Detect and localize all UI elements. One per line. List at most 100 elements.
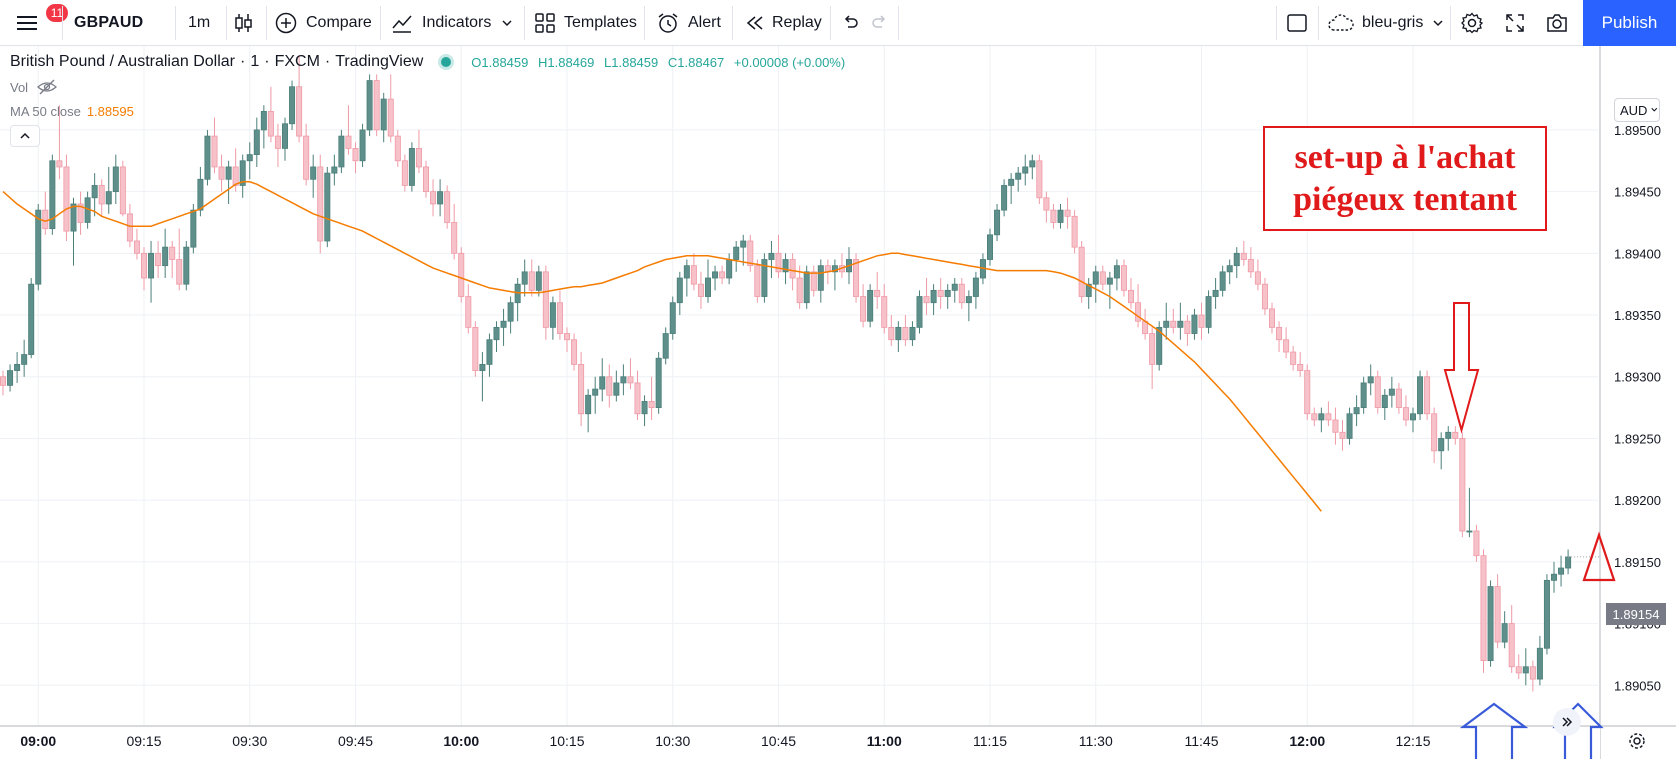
chevron-down-icon: [502, 20, 512, 27]
chart-type-button[interactable]: [232, 0, 262, 46]
candle-body: [1543, 579, 1550, 649]
blue-up-arrow: [1459, 702, 1529, 759]
symbol-legend[interactable]: British Pound / Australian Dollar · 1 · …: [10, 53, 845, 71]
legend-exchange: FXCM: [274, 53, 320, 70]
candle-body: [1029, 160, 1036, 168]
eye-hidden-icon[interactable]: [36, 79, 58, 95]
candle: [444, 185, 451, 229]
candle-body: [352, 148, 359, 162]
candle-body: [669, 302, 676, 334]
market-status-dot: [441, 57, 452, 67]
red-down-arrow: [1443, 302, 1480, 434]
layout-select-button[interactable]: bleu-gris: [1326, 0, 1446, 46]
candle: [1402, 395, 1409, 427]
candle: [169, 240, 176, 279]
candlestick-series: [0, 55, 1572, 692]
candle-body: [451, 222, 458, 254]
legend-open: O1.88459: [471, 54, 529, 70]
candle: [486, 333, 493, 377]
candle-body: [881, 296, 888, 328]
candle-body: [930, 289, 937, 304]
candle: [112, 154, 119, 204]
candle: [620, 364, 627, 396]
settings-button[interactable]: [1460, 0, 1488, 46]
compare-button[interactable]: Compare: [274, 0, 382, 46]
candle-body: [310, 166, 317, 180]
candle-body: [648, 401, 655, 408]
candle: [1360, 376, 1367, 414]
interval-button[interactable]: 1m: [188, 0, 224, 46]
candle: [1036, 154, 1043, 204]
candle-body: [641, 401, 648, 415]
candle-body: [1184, 320, 1191, 334]
candle-body: [1064, 209, 1071, 217]
time-axis-tick-label: 10:15: [549, 733, 584, 749]
chart-area[interactable]: 1.89500 1.89450 1.89400 1.89350 1.89300 1.892…: [0, 46, 1676, 759]
candle: [387, 74, 394, 143]
candle: [359, 123, 366, 167]
volume-legend[interactable]: Vol: [10, 79, 58, 95]
candle-body: [1177, 320, 1184, 328]
replay-button[interactable]: Replay: [744, 0, 832, 46]
candle: [324, 166, 331, 248]
candle: [937, 278, 944, 309]
candle: [549, 296, 556, 340]
candle-body: [1381, 394, 1388, 408]
candle-body: [916, 296, 923, 328]
toolbar-divider: [226, 6, 227, 40]
candle-body: [1240, 252, 1247, 260]
candle-body: [1297, 364, 1304, 371]
toolbar-divider: [266, 6, 267, 40]
chart-axes: 1.89500 1.89450 1.89400 1.89350 1.89300 1.892…: [0, 46, 1676, 759]
alarm-clock-icon: [658, 13, 678, 33]
candle-body: [1431, 413, 1438, 452]
candle-body: [317, 166, 324, 242]
scroll-to-realtime-button[interactable]: [1553, 708, 1581, 736]
templates-button[interactable]: Templates: [534, 0, 660, 46]
annotation-text-box[interactable]: set-up à l'achat piégeux tentant: [1263, 126, 1547, 231]
candle: [1057, 203, 1064, 229]
symbol-search-button[interactable]: GBPAUD: [74, 0, 174, 46]
indicators-dropdown-button[interactable]: [500, 0, 522, 46]
time-axis-tick-label: 10:30: [655, 733, 690, 749]
candle-body: [1424, 376, 1431, 415]
legend-collapse-button[interactable]: [10, 125, 40, 147]
fullscreen-button[interactable]: [1504, 0, 1532, 46]
candle: [1501, 611, 1508, 649]
candle-body: [1219, 271, 1226, 291]
candle-body: [1374, 376, 1381, 408]
fullscreen-layout-button[interactable]: [1286, 0, 1312, 46]
candle-body: [98, 185, 105, 205]
indicators-button[interactable]: Indicators: [390, 0, 520, 46]
candle-body: [169, 246, 176, 260]
candle-body: [1438, 438, 1445, 452]
toolbar-divider: [524, 6, 525, 40]
plus-circle-icon: [275, 12, 297, 34]
alert-button[interactable]: Alert: [656, 0, 730, 46]
candle: [1487, 580, 1494, 667]
candle: [564, 327, 571, 353]
undo-button[interactable]: [840, 0, 866, 46]
symbol-label: GBPAUD: [74, 14, 144, 31]
redo-button[interactable]: [870, 0, 896, 46]
candle-body: [958, 283, 965, 304]
candle: [726, 253, 733, 285]
currency-select[interactable]: AUD: [1614, 98, 1660, 122]
candle: [1445, 426, 1452, 451]
candle: [1198, 302, 1205, 340]
candle: [176, 228, 183, 291]
candle-body: [944, 289, 951, 297]
candle: [528, 259, 535, 297]
candle: [1325, 401, 1332, 427]
time-axis-tick-label: 11:00: [867, 733, 902, 749]
main-menu-button[interactable]: 11: [14, 0, 68, 46]
candle-body: [1099, 271, 1106, 285]
snapshot-button[interactable]: [1545, 0, 1575, 46]
candle-body: [733, 246, 740, 260]
ma-legend[interactable]: MA 50 close 1.88595: [10, 104, 134, 119]
candle: [1529, 660, 1536, 692]
candle: [1219, 265, 1226, 297]
publish-button[interactable]: Publish: [1583, 0, 1676, 46]
candle-body: [148, 252, 155, 279]
candle: [719, 265, 726, 285]
